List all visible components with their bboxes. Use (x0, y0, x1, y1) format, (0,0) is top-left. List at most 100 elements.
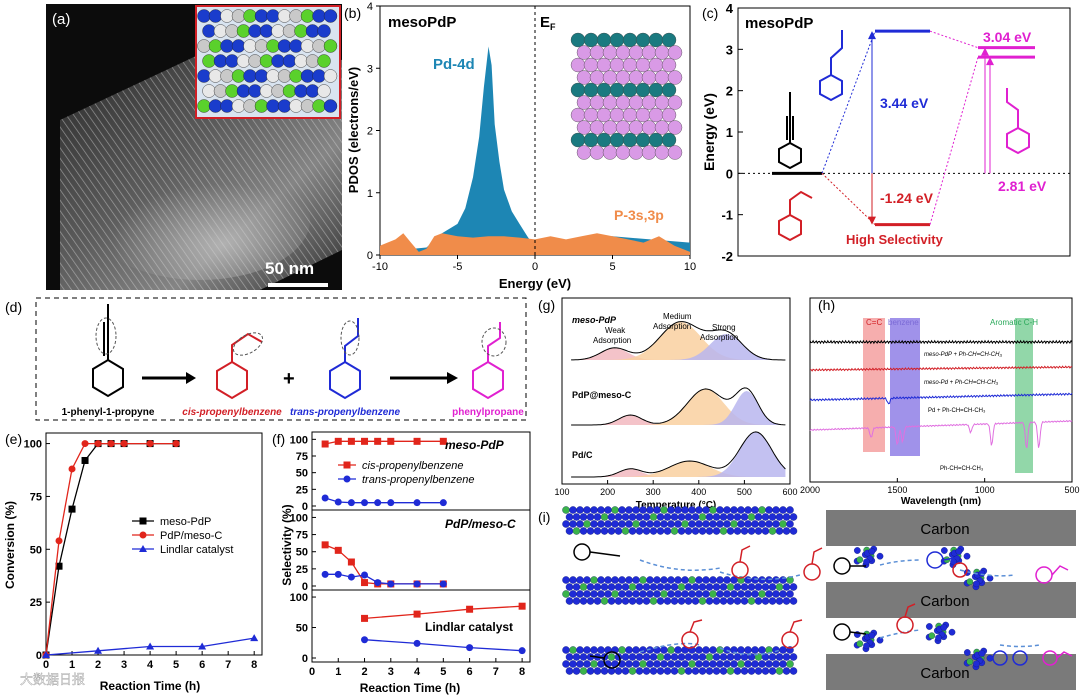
pd-atom (635, 32, 651, 48)
surface-atom (225, 84, 239, 98)
sel-series-line (324, 544, 444, 585)
conv-xtick-label: 6 (199, 659, 205, 671)
conv-legend-label: Lindlar catalyst (160, 544, 233, 556)
surface-atom (266, 9, 280, 23)
pdp-atom (642, 667, 651, 675)
cluster-atom (868, 548, 876, 555)
p-atom (622, 57, 638, 73)
panel-d: (d) + 1-phenyl-1-propyne cis-propenylben (5, 297, 527, 421)
p-atom (635, 107, 651, 123)
pdp-atom (660, 506, 668, 514)
surface-atom (231, 39, 246, 53)
pdp-atom (723, 520, 731, 528)
tpd-peak-fill (571, 391, 786, 425)
p-atom (589, 95, 605, 110)
sel-marker (347, 558, 355, 566)
pdp-atom (653, 660, 661, 668)
pdos-ytick-label: 0 (367, 250, 373, 262)
pdp-atom (684, 527, 693, 535)
sel-ytick-label: 100 (290, 592, 308, 604)
surface-atom (266, 69, 280, 83)
pdp-atom (572, 513, 581, 521)
pdp-atom (674, 646, 682, 654)
pdp-atom (740, 527, 749, 535)
pd-atom (609, 82, 625, 98)
pdp-atom (677, 583, 686, 591)
tpd-axes-frame (561, 297, 791, 485)
p-atom (615, 145, 631, 160)
conv-legend-label: PdP/meso-C (160, 530, 222, 542)
pdp-atom (590, 590, 598, 598)
pdp-atom (688, 660, 696, 668)
pdp-atom (719, 653, 728, 661)
pdp-atom (649, 583, 658, 591)
pdp-atom (698, 583, 707, 591)
pdp-atom (695, 576, 703, 584)
pdp-atom (719, 583, 728, 591)
pdp-atom (786, 590, 794, 598)
pd-atom (622, 82, 638, 98)
pdp-atom (663, 597, 672, 605)
pdp-atom (646, 590, 654, 598)
ir-xtick-label: 2000 (800, 485, 820, 495)
pdp-atom (709, 660, 717, 668)
pdp-atom (684, 513, 693, 521)
sel-marker (387, 499, 395, 507)
surface-atom (305, 84, 320, 98)
conv-marker (55, 562, 63, 570)
sel-ytick-label: 75 (296, 451, 308, 463)
cluster-atom (876, 552, 884, 560)
pdp-atom (789, 653, 798, 661)
p-atom (628, 145, 644, 160)
p-atom (589, 120, 605, 135)
pdp-atom (667, 646, 675, 654)
pdp-atom (600, 527, 609, 535)
sel-marker (439, 499, 447, 507)
pdp-atom (772, 520, 780, 528)
p-atom (667, 95, 683, 110)
ir-trace (810, 365, 1073, 372)
surface-atom (259, 24, 274, 38)
pd-atom (648, 82, 664, 98)
surface-atom (202, 84, 216, 98)
surface-atom (254, 39, 269, 53)
sel-marker (347, 499, 355, 507)
sel-marker (439, 437, 447, 445)
pdp-atom (625, 660, 633, 668)
surface-atom (277, 99, 292, 113)
pd-atom (635, 132, 651, 148)
pdp-atom (663, 653, 672, 661)
p-atom (654, 70, 670, 85)
p-atom (576, 145, 592, 160)
mechanism-molecules (573, 543, 1073, 669)
surface-atom (213, 84, 228, 98)
surface-atom (282, 54, 297, 68)
sel-marker (413, 580, 421, 588)
gap-arrowhead-trans (868, 31, 876, 40)
conv-marker (146, 642, 155, 650)
pd-atom (596, 82, 612, 98)
pdp-atom (765, 590, 773, 598)
sel-ytick-label: 0 (302, 501, 308, 513)
pdp-atom (642, 583, 651, 591)
p-atom (596, 57, 612, 73)
pdp-atom (712, 667, 721, 675)
pdp-atom (625, 520, 633, 528)
sel-marker (361, 571, 369, 579)
sel-subplot-title: PdP/meso-C (445, 517, 516, 531)
surface-atom (259, 54, 274, 68)
pdp-atom (604, 520, 612, 528)
surface-atom (202, 54, 216, 68)
pdos-xtick-label: -10 (372, 261, 388, 273)
pdp-atom (688, 506, 696, 514)
conv-xtick-label: 1 (69, 659, 75, 671)
pdp-atom (632, 520, 640, 528)
tpd-peak-fill (571, 348, 786, 360)
pdp-atom (590, 660, 598, 668)
pdp-atom (730, 660, 738, 668)
tpd-xtick-label: 100 (554, 487, 569, 497)
surface-atom (289, 39, 303, 53)
pd-atom (661, 132, 677, 148)
name-trans: trans-propenylbenzene (290, 407, 400, 418)
molecule-cis (778, 190, 813, 242)
